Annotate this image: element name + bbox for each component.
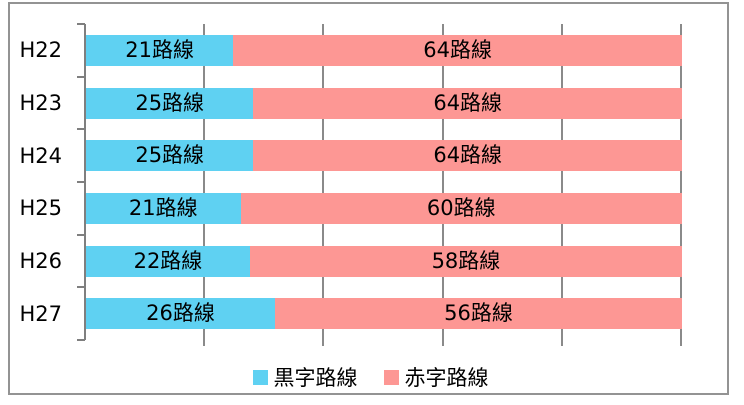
legend-swatch-icon — [383, 369, 399, 385]
y-axis-tick — [77, 128, 85, 131]
axis-label-H27: H27 — [19, 301, 62, 326]
axis-label-H22: H22 — [19, 38, 62, 63]
bar-row-H27: 26路線 56路線 — [86, 287, 682, 340]
legend-item-deficit: 赤字路線 — [383, 362, 489, 392]
bar-label: 64路線 — [433, 143, 503, 168]
bar-row-H26: 22路線 58路線 — [86, 235, 682, 288]
bar-label: 22路線 — [133, 248, 203, 273]
bar-label: 25路線 — [135, 143, 205, 168]
bar-label: 21路線 — [125, 37, 194, 62]
bar-segment-deficit: 60路線 — [240, 192, 682, 224]
bar-segment-surplus: 21路線 — [86, 192, 241, 224]
bar-segment-surplus: 21路線 — [86, 34, 234, 66]
bar-label: 26路線 — [146, 301, 215, 326]
stacked-bar: 25路線 64路線 — [86, 140, 682, 172]
bar-segment-deficit: 56路線 — [274, 298, 682, 330]
bar-row-H22: 21路線 64路線 — [86, 24, 682, 77]
legend-item-surplus: 黒字路線 — [252, 362, 358, 392]
gridline-20pct — [203, 24, 206, 346]
y-axis-tick — [77, 286, 85, 289]
bar-row-H25: 21路線 60路線 — [86, 182, 682, 235]
bar-segment-surplus: 25路線 — [86, 87, 254, 119]
bar-segment-surplus: 25路線 — [86, 140, 254, 172]
axis-label-H26: H26 — [19, 249, 62, 274]
gridline-40pct — [322, 24, 325, 346]
axis-label-H25: H25 — [19, 196, 62, 221]
gridline-layer — [86, 24, 682, 346]
gridline-60pct — [441, 24, 444, 346]
bar-segment-deficit: 64路線 — [253, 140, 682, 172]
axis-label-H24: H24 — [19, 143, 62, 168]
bar-label: 64路線 — [423, 37, 492, 62]
y-axis-tick — [77, 23, 85, 25]
stacked-bar: 21路線 60路線 — [86, 192, 682, 224]
legend-label: 黒字路線 — [273, 366, 358, 390]
bar-label: 64路線 — [433, 90, 503, 115]
bar-segment-deficit: 64路線 — [233, 34, 682, 66]
stacked-bar: 21路線 64路線 — [86, 34, 682, 66]
bar-label: 60路線 — [426, 195, 496, 220]
legend-swatch-icon — [252, 369, 268, 385]
bar-label: 56路線 — [444, 301, 513, 326]
bar-segment-surplus: 26路線 — [86, 298, 275, 330]
y-axis-tick — [77, 181, 85, 183]
stacked-bar: 25路線 64路線 — [86, 87, 682, 119]
y-axis-tick — [77, 75, 85, 78]
gridline-100pct — [680, 24, 682, 346]
plot-area: 21路線 64路線 25路線 64路線 25路線 64路線 21路線 60路線 22路線 58路線… — [86, 24, 682, 340]
stacked-bar: 22路線 58路線 — [86, 245, 682, 277]
bar-label: 58路線 — [431, 248, 501, 273]
stacked-bar: 26路線 56路線 — [86, 298, 682, 330]
bar-label: 25路線 — [135, 90, 205, 115]
y-axis-labels: H22 H23 H24 H25 H26 H27 — [0, 24, 62, 340]
legend: 黒字路線 赤字路線 — [8, 362, 733, 392]
bar-row-H23: 25路線 64路線 — [86, 77, 682, 130]
legend-label: 赤字路線 — [404, 366, 489, 390]
bar-segment-surplus: 22路線 — [86, 245, 250, 277]
bar-segment-deficit: 58路線 — [249, 245, 682, 277]
bar-row-H24: 25路線 64路線 — [86, 129, 682, 182]
y-axis-line — [84, 24, 86, 340]
y-axis-tick — [77, 233, 85, 236]
gridline-80pct — [560, 24, 563, 346]
bar-label: 21路線 — [128, 195, 198, 220]
bar-segment-deficit: 64路線 — [253, 87, 682, 119]
y-axis-tick — [77, 339, 85, 341]
axis-label-H23: H23 — [19, 91, 62, 115]
